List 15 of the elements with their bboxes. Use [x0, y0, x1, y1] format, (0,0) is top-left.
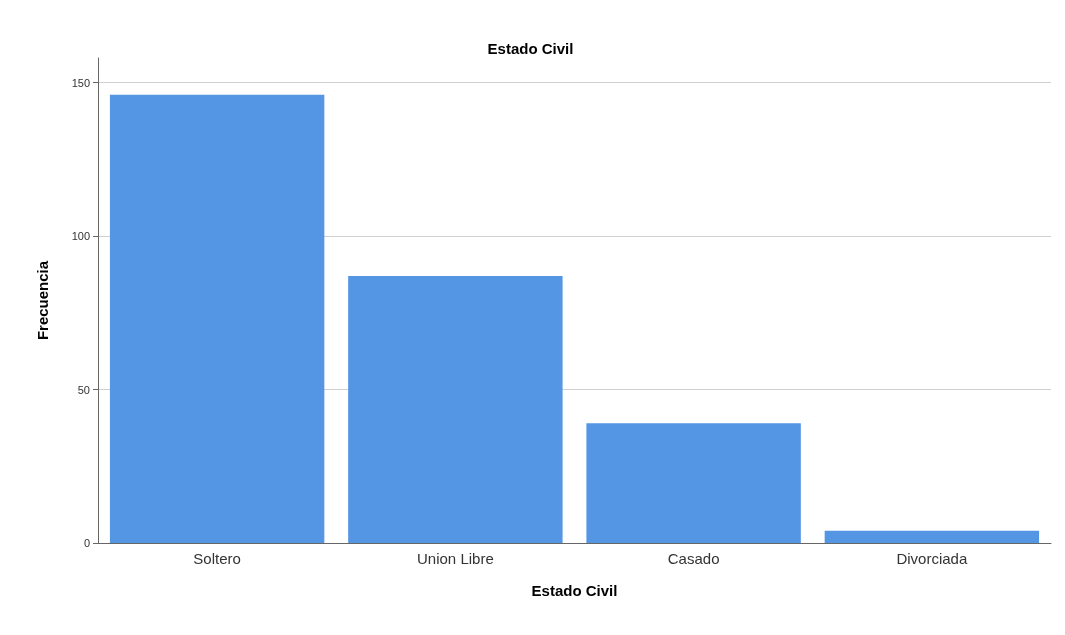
y-tick-label: 50 [77, 383, 90, 396]
x-axis-title: Estado Civil [531, 582, 618, 599]
y-tick-label: 0 [83, 537, 90, 549]
bar [824, 530, 1040, 543]
bar [348, 275, 563, 543]
bar [109, 94, 325, 543]
bar [586, 423, 801, 543]
x-tick-label: Union Libre [417, 550, 494, 567]
x-tick-label: Divorciada [896, 550, 968, 567]
y-axis-title: Frecuencia [34, 260, 51, 341]
y-tick-label: 100 [71, 230, 90, 243]
y-tick-label: 150 [71, 76, 90, 89]
chart-title: Estado Civil [487, 40, 574, 57]
x-tick-label: Soltero [193, 550, 241, 567]
x-tick-label: Casado [667, 550, 720, 567]
